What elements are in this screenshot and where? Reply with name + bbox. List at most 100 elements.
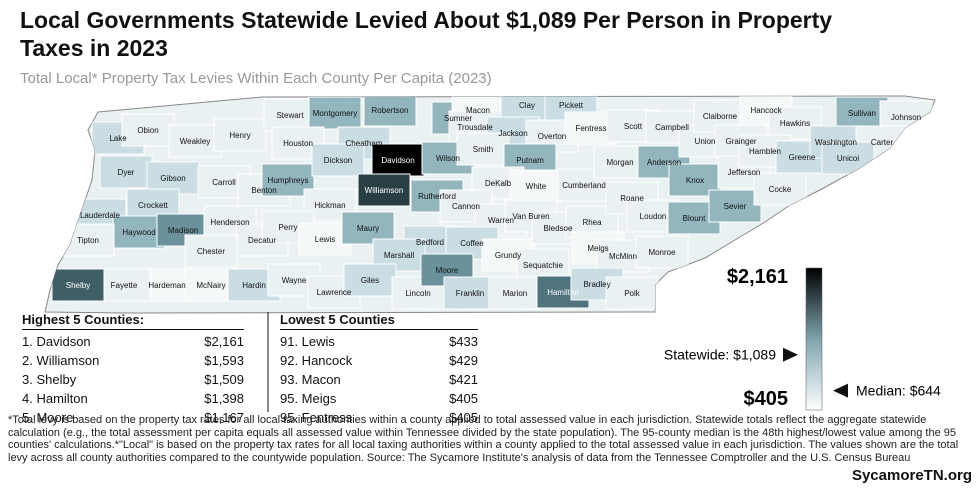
county-label: Fentress — [575, 124, 606, 133]
county — [51, 268, 105, 302]
county-label: Montgomery — [313, 109, 357, 118]
table-value: $421 — [449, 372, 478, 387]
county-label: Lewis — [315, 235, 335, 244]
county-label: Anderson — [647, 158, 681, 167]
county-label: White — [526, 182, 547, 191]
table-value: $1,509 — [204, 372, 244, 387]
county-label: Sequatchie — [523, 261, 564, 270]
county-label: Monroe — [648, 248, 676, 257]
county-label: Gibson — [160, 174, 185, 183]
county — [593, 145, 647, 179]
table-county: 95. Fentress — [280, 410, 353, 425]
subtitle: Total Local* Property Tax Levies Within … — [20, 70, 492, 87]
county-label: Maury — [357, 224, 379, 233]
county — [509, 169, 563, 203]
county-label: Weakley — [180, 137, 211, 146]
county-label: Blount — [683, 214, 706, 223]
county-label: Carter — [871, 138, 894, 147]
table-value: $1,398 — [204, 391, 244, 406]
county — [99, 155, 153, 189]
county-label: Davidson — [381, 156, 414, 165]
county-label: Van Buren — [512, 212, 549, 221]
county-label: Bradley — [583, 280, 610, 289]
county-label: Hawkins — [780, 119, 810, 128]
county-label: Trousdale — [457, 123, 493, 132]
county — [635, 235, 689, 269]
county-label: Madison — [168, 226, 198, 235]
county-label: Roane — [620, 194, 644, 203]
county — [308, 96, 362, 130]
county-label: Robertson — [372, 106, 409, 115]
county — [363, 96, 417, 127]
table-county: 5. Moore — [22, 410, 74, 425]
legend-min: $405 — [744, 388, 789, 410]
county — [488, 276, 542, 310]
county-label: DeKalb — [485, 179, 512, 188]
table-row: 2. Williamson $1,593 — [22, 351, 244, 370]
county-label: Loudon — [640, 212, 667, 221]
brand: SycamoreTN.org — [851, 467, 972, 484]
county-label: Moore — [436, 266, 459, 275]
county-label: Marion — [503, 289, 527, 298]
legend-bar — [805, 267, 823, 411]
county-label: Smith — [473, 145, 493, 154]
table-value: $1,167 — [204, 410, 244, 425]
county-label: Knox — [686, 176, 704, 185]
county — [708, 189, 762, 223]
table-row: 3. Shelby $1,509 — [22, 370, 244, 389]
table-title: Highest 5 Counties: — [22, 310, 244, 330]
county-label: Hancock — [750, 106, 782, 115]
table-county: 91. Lewis — [280, 334, 335, 349]
county-label: Henderson — [210, 218, 249, 227]
county-label: McMinn — [609, 252, 637, 261]
county-label: Stewart — [276, 111, 304, 120]
county-label: Obion — [137, 126, 158, 135]
legend-marker — [783, 347, 798, 362]
county-label: Fayette — [111, 281, 138, 290]
table-row: 93. Macon $421 — [280, 370, 478, 389]
county-label: Giles — [361, 276, 379, 285]
county-label: Dyer — [118, 168, 135, 177]
county-label: Bledsoe — [544, 224, 573, 233]
county-label: Tipton — [77, 236, 99, 245]
county-label: Cannon — [452, 202, 480, 211]
table-county: 3. Shelby — [22, 372, 77, 387]
county-label: Hamblen — [749, 147, 781, 156]
table-row: 5. Moore $1,167 — [22, 408, 244, 427]
lowest-table: Lowest 5 Counties 91. Lewis $433 92. Hancoc… — [280, 310, 478, 427]
table-row: 92. Hancock $429 — [280, 351, 478, 370]
county-label: Washington — [815, 138, 857, 147]
county-label: Williamson — [365, 186, 404, 195]
table-row: 1. Davidson $2,161 — [22, 332, 244, 351]
legend-marker-label: Median: $644 — [856, 383, 941, 399]
county — [357, 173, 411, 207]
county-label: Polk — [624, 289, 641, 298]
legend-max: $2,161 — [727, 266, 788, 288]
county-label: Haywood — [122, 228, 155, 237]
legend-marker-label: Statewide: $1,089 — [664, 347, 776, 363]
county-label: Hardin — [242, 281, 266, 290]
county-label: Chester — [197, 247, 225, 256]
county-label: Lawrence — [317, 288, 352, 297]
table-county: 1. Davidson — [22, 334, 91, 349]
table-value: $2,161 — [204, 334, 244, 349]
legend-marker — [833, 383, 848, 398]
county-label: Scott — [624, 122, 643, 131]
county-label: Cumberland — [562, 181, 606, 190]
table-row: 95. Meigs $405 — [280, 389, 478, 408]
table-county: 4. Hamilton — [22, 391, 88, 406]
county — [456, 132, 510, 166]
county-label: Meigs — [587, 244, 608, 253]
county — [168, 124, 222, 158]
county-labels: Lake Obion Weakley Henry Dyer Gibson Carroll Be… — [66, 101, 921, 298]
county-label: Sevier — [724, 202, 747, 211]
county-label: Overton — [538, 132, 566, 141]
county-label: Perry — [278, 223, 297, 232]
county-label: Hardeman — [148, 281, 185, 290]
county-label: Clay — [519, 101, 535, 110]
county — [605, 276, 659, 310]
county-label: Campbell — [655, 123, 689, 132]
county-label: Putnam — [516, 156, 544, 165]
county-label: Rutherford — [418, 192, 456, 201]
